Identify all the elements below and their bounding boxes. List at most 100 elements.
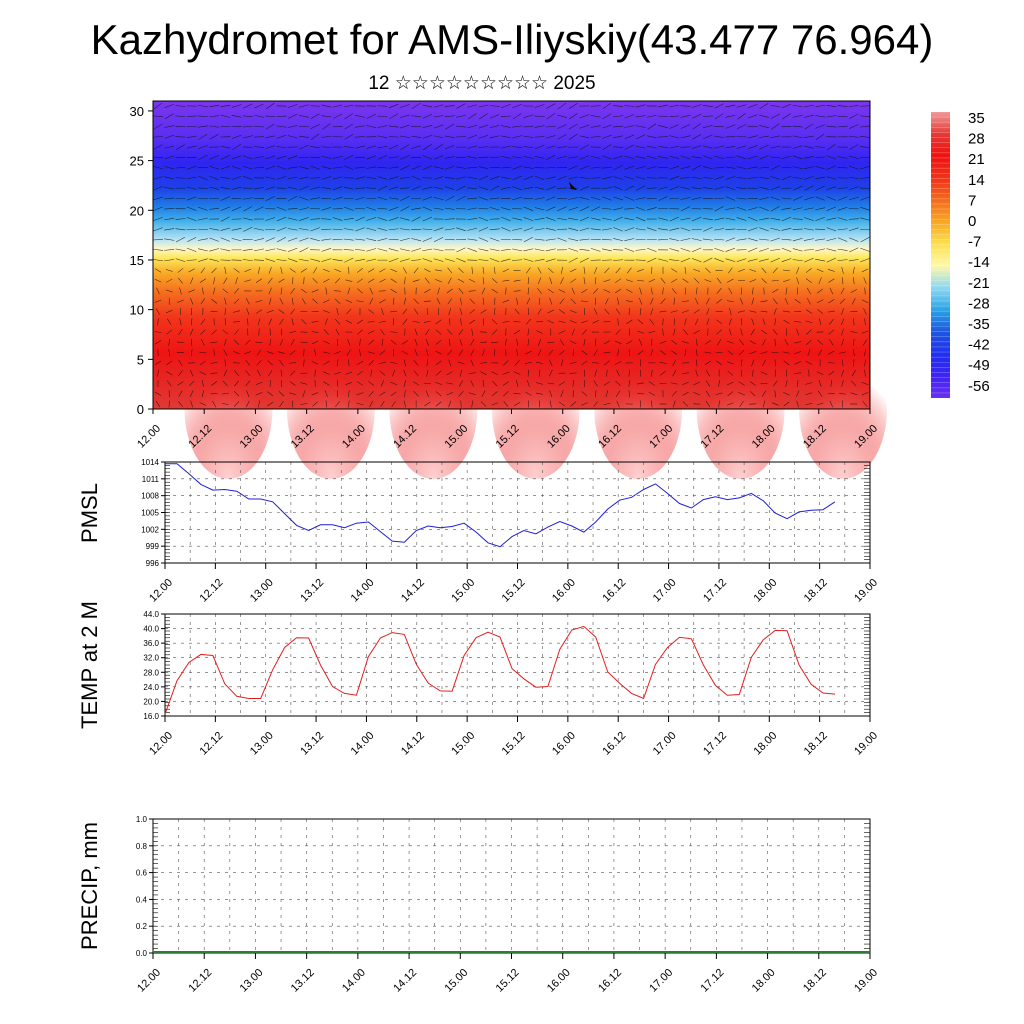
wind-vector bbox=[467, 176, 478, 179]
wind-vector bbox=[231, 134, 242, 139]
wind-vector bbox=[853, 318, 855, 326]
wind-vector bbox=[568, 156, 579, 159]
wind-vector bbox=[794, 372, 802, 374]
wind-vector bbox=[770, 257, 780, 263]
wind-vector bbox=[581, 350, 588, 355]
wind-vector bbox=[280, 266, 283, 274]
wind-vector bbox=[682, 381, 689, 385]
wind-vector bbox=[601, 166, 612, 169]
wind-vector bbox=[512, 103, 522, 109]
wind-vector bbox=[242, 135, 253, 139]
wind-vector bbox=[212, 400, 216, 408]
wind-vector bbox=[605, 390, 609, 398]
wind-vector bbox=[635, 249, 646, 251]
wind-vector bbox=[354, 166, 366, 169]
wind-vector bbox=[523, 187, 534, 190]
wind-vector bbox=[729, 328, 732, 336]
wind-vector bbox=[335, 401, 340, 407]
wind-vector bbox=[736, 238, 747, 241]
wind-vector bbox=[366, 227, 377, 231]
wind-arrowhead bbox=[569, 182, 577, 190]
wind-vector bbox=[613, 125, 624, 128]
wind-vector bbox=[635, 134, 646, 140]
wind-vector bbox=[781, 247, 792, 252]
wind-vector bbox=[404, 390, 406, 398]
wind-vector bbox=[747, 114, 758, 119]
wind-vector bbox=[537, 349, 542, 356]
wind-vector bbox=[403, 369, 407, 377]
wind-vector bbox=[864, 287, 866, 295]
wind-vector bbox=[704, 340, 711, 345]
wind-vector bbox=[826, 165, 836, 171]
wind-vector bbox=[557, 156, 567, 159]
wind-vector bbox=[579, 206, 590, 212]
wind-vector bbox=[220, 196, 231, 201]
wind-vector bbox=[234, 329, 240, 335]
wind-vector bbox=[357, 288, 363, 294]
wind-vector bbox=[702, 238, 713, 241]
wind-vector bbox=[213, 349, 215, 357]
wind-vector bbox=[424, 288, 431, 293]
wind-vector bbox=[796, 379, 799, 387]
wind-vector bbox=[579, 238, 590, 241]
x-tick-label: 15.12 bbox=[500, 730, 528, 758]
wind-vector bbox=[343, 218, 354, 221]
wind-vector bbox=[680, 135, 691, 139]
wind-vector bbox=[579, 144, 589, 150]
wind-vector bbox=[669, 145, 680, 149]
wind-vector bbox=[505, 338, 507, 346]
wind-vector bbox=[279, 339, 284, 346]
wind-vector bbox=[222, 329, 229, 335]
wind-vector bbox=[512, 175, 522, 181]
wind-vector bbox=[861, 381, 869, 385]
wind-vector bbox=[201, 339, 205, 346]
wind-vector bbox=[402, 308, 408, 315]
wind-vector bbox=[411, 216, 421, 222]
wind-vector bbox=[861, 392, 869, 396]
wind-vector bbox=[849, 237, 859, 242]
wind-vector bbox=[491, 278, 498, 284]
wind-vector bbox=[680, 206, 691, 212]
wind-vector bbox=[759, 125, 769, 129]
wind-vector bbox=[702, 115, 713, 117]
wind-vector bbox=[287, 135, 298, 139]
wind-vector bbox=[837, 156, 848, 159]
wind-vector bbox=[792, 259, 803, 261]
wind-vector bbox=[545, 258, 556, 262]
wind-vector bbox=[167, 318, 172, 325]
wind-vector bbox=[456, 103, 466, 109]
wind-vector bbox=[325, 400, 327, 408]
wind-vector bbox=[547, 288, 554, 294]
wind-vector bbox=[444, 258, 455, 262]
wind-vector bbox=[853, 277, 855, 285]
wind-vector bbox=[355, 114, 365, 118]
wind-vector bbox=[860, 196, 870, 201]
wind-vector bbox=[479, 341, 487, 344]
wind-vector bbox=[175, 236, 185, 243]
wind-vector bbox=[209, 125, 220, 128]
wind-vector bbox=[298, 176, 309, 180]
wind-vector bbox=[311, 361, 319, 365]
wind-vector bbox=[534, 104, 545, 108]
wind-vector bbox=[303, 359, 305, 367]
wind-vector bbox=[197, 248, 208, 252]
wind-vector bbox=[390, 310, 398, 313]
wind-vector bbox=[848, 176, 859, 179]
wind-vector bbox=[300, 403, 308, 405]
wind-vector bbox=[759, 238, 769, 241]
wind-vector bbox=[759, 206, 769, 211]
wind-vector bbox=[298, 258, 309, 262]
wind-vector bbox=[459, 338, 463, 346]
wind-vector bbox=[489, 207, 500, 211]
wind-vector bbox=[435, 319, 442, 325]
wind-vector bbox=[279, 298, 284, 305]
wind-vector bbox=[828, 370, 835, 376]
wind-vector bbox=[433, 248, 444, 252]
wind-vector bbox=[635, 216, 646, 222]
wind-vector bbox=[423, 300, 431, 302]
wind-vector bbox=[862, 339, 868, 346]
wind-vector bbox=[369, 287, 373, 295]
y-tick-label: 28.0 bbox=[143, 668, 159, 677]
wind-vector bbox=[278, 309, 285, 314]
wind-vector bbox=[680, 218, 691, 221]
